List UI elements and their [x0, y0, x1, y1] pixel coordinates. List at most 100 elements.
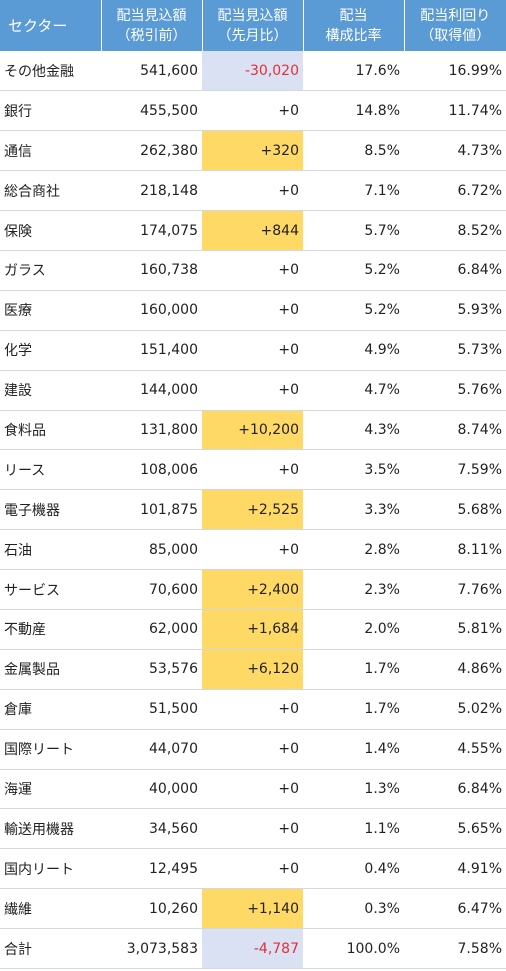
dividend-cell: 10,260: [101, 888, 202, 930]
yield-cell: 4.73%: [404, 130, 506, 172]
dividend-cell: 218,148: [101, 170, 202, 212]
sector-cell: 化学: [0, 330, 101, 371]
ratio-cell: 1.7%: [303, 689, 404, 730]
yield-cell: 7.59%: [404, 449, 506, 491]
dividend-cell: 160,000: [101, 290, 202, 331]
change-cell: +0: [202, 769, 303, 810]
ratio-cell: 1.7%: [303, 649, 404, 690]
ratio-cell: 14.8%: [303, 90, 404, 132]
table-row: 総合商社 218,148 +0 7.1% 6.72%: [0, 170, 506, 212]
dividend-cell: 62,000: [101, 609, 202, 650]
yield-cell: 8.52%: [404, 210, 506, 251]
header-ratio-line2: 構成比率: [325, 27, 382, 44]
header-change-line2: （先月比）: [217, 27, 288, 44]
ratio-cell: 4.3%: [303, 410, 404, 451]
yield-cell: 5.76%: [404, 370, 506, 411]
header-yield-line1: 配当利回り: [420, 7, 491, 24]
table-row: 石油 85,000 +0 2.8% 8.11%: [0, 529, 506, 571]
table-row: 通信 262,380 +320 8.5% 4.73%: [0, 130, 506, 172]
sector-cell: 建設: [0, 370, 101, 411]
table-row: 輸送用機器 34,560 +0 1.1% 5.65%: [0, 808, 506, 850]
yield-cell: 5.81%: [404, 609, 506, 650]
ratio-cell: 5.2%: [303, 290, 404, 331]
change-cell: +1,684: [202, 609, 303, 650]
ratio-cell: 3.3%: [303, 489, 404, 531]
change-cell: +10,200: [202, 410, 303, 451]
table-row: 建設 144,000 +0 4.7% 5.76%: [0, 370, 506, 411]
dividend-cell: 144,000: [101, 370, 202, 411]
sector-cell: ガラス: [0, 250, 101, 291]
ratio-cell: 1.1%: [303, 808, 404, 850]
change-cell: -30,020: [202, 51, 303, 92]
ratio-cell: 1.4%: [303, 729, 404, 770]
yield-cell: 5.93%: [404, 290, 506, 331]
sector-cell: サービス: [0, 569, 101, 610]
change-cell: +0: [202, 90, 303, 132]
sector-cell: 電子機器: [0, 489, 101, 531]
table-row: 倉庫 51,500 +0 1.7% 5.02%: [0, 689, 506, 730]
table-header: セクター 配当見込額 （税引前） 配当見込額 （先月比） 配当 構成比率 配当利…: [0, 0, 506, 51]
header-dividend-line1: 配当見込額: [116, 7, 187, 24]
table-row: サービス 70,600 +2,400 2.3% 7.76%: [0, 569, 506, 610]
ratio-cell: 2.8%: [303, 529, 404, 571]
ratio-cell: 2.0%: [303, 609, 404, 650]
header-change: 配当見込額 （先月比）: [202, 0, 304, 51]
ratio-cell: 3.5%: [303, 449, 404, 491]
change-cell: +0: [202, 729, 303, 770]
change-cell: +1,140: [202, 888, 303, 930]
sector-cell: 海運: [0, 769, 101, 810]
table-row: 電子機器 101,875 +2,525 3.3% 5.68%: [0, 489, 506, 531]
table-row: 化学 151,400 +0 4.9% 5.73%: [0, 330, 506, 371]
yield-cell: 4.91%: [404, 848, 506, 890]
ratio-cell: 5.2%: [303, 250, 404, 291]
ratio-cell: 5.7%: [303, 210, 404, 251]
yield-cell: 4.55%: [404, 729, 506, 770]
header-change-line1: 配当見込額: [217, 7, 288, 24]
table-body: その他金融 541,600 -30,020 17.6% 16.99% 銀行 455,500 +…: [0, 51, 506, 969]
header-yield: 配当利回り （取得値）: [404, 0, 506, 51]
dividend-cell: 12,495: [101, 848, 202, 890]
change-cell: +0: [202, 689, 303, 730]
ratio-cell: 1.3%: [303, 769, 404, 810]
change-cell: +0: [202, 290, 303, 331]
change-cell: +320: [202, 130, 303, 172]
header-dividend-line2: （税引前）: [116, 27, 187, 44]
yield-cell: 6.84%: [404, 250, 506, 291]
sector-cell: 総合商社: [0, 170, 101, 212]
sector-cell: 不動産: [0, 609, 101, 650]
change-cell: +0: [202, 330, 303, 371]
dividend-cell: 101,875: [101, 489, 202, 531]
dividend-cell: 541,600: [101, 51, 202, 92]
header-ratio-line1: 配当: [339, 7, 368, 24]
table-row: 金属製品 53,576 +6,120 1.7% 4.86%: [0, 649, 506, 690]
sector-cell: 医療: [0, 290, 101, 331]
ratio-cell: 17.6%: [303, 51, 404, 92]
ratio-cell: 100.0%: [303, 928, 404, 969]
dividend-cell: 151,400: [101, 330, 202, 371]
dividend-cell: 70,600: [101, 569, 202, 610]
change-cell: +2,400: [202, 569, 303, 610]
yield-cell: 6.47%: [404, 888, 506, 930]
yield-cell: 5.02%: [404, 689, 506, 730]
change-cell: +844: [202, 210, 303, 251]
sector-cell: 食料品: [0, 410, 101, 451]
change-cell: +0: [202, 848, 303, 890]
sector-cell: 保険: [0, 210, 101, 251]
dividend-cell: 160,738: [101, 250, 202, 291]
change-cell: -4,787: [202, 928, 303, 969]
yield-cell: 5.73%: [404, 330, 506, 371]
table-row: 海運 40,000 +0 1.3% 6.84%: [0, 769, 506, 810]
table-row: 食料品 131,800 +10,200 4.3% 8.74%: [0, 410, 506, 451]
ratio-cell: 4.9%: [303, 330, 404, 371]
yield-cell: 5.65%: [404, 808, 506, 850]
sector-cell: 国内リート: [0, 848, 101, 890]
sector-cell: 石油: [0, 529, 101, 571]
dividend-cell: 262,380: [101, 130, 202, 172]
dividend-cell: 40,000: [101, 769, 202, 810]
sector-cell: 国際リート: [0, 729, 101, 770]
dividend-cell: 108,006: [101, 449, 202, 491]
dividend-cell: 34,560: [101, 808, 202, 850]
yield-cell: 16.99%: [404, 51, 506, 92]
sector-cell: 金属製品: [0, 649, 101, 690]
